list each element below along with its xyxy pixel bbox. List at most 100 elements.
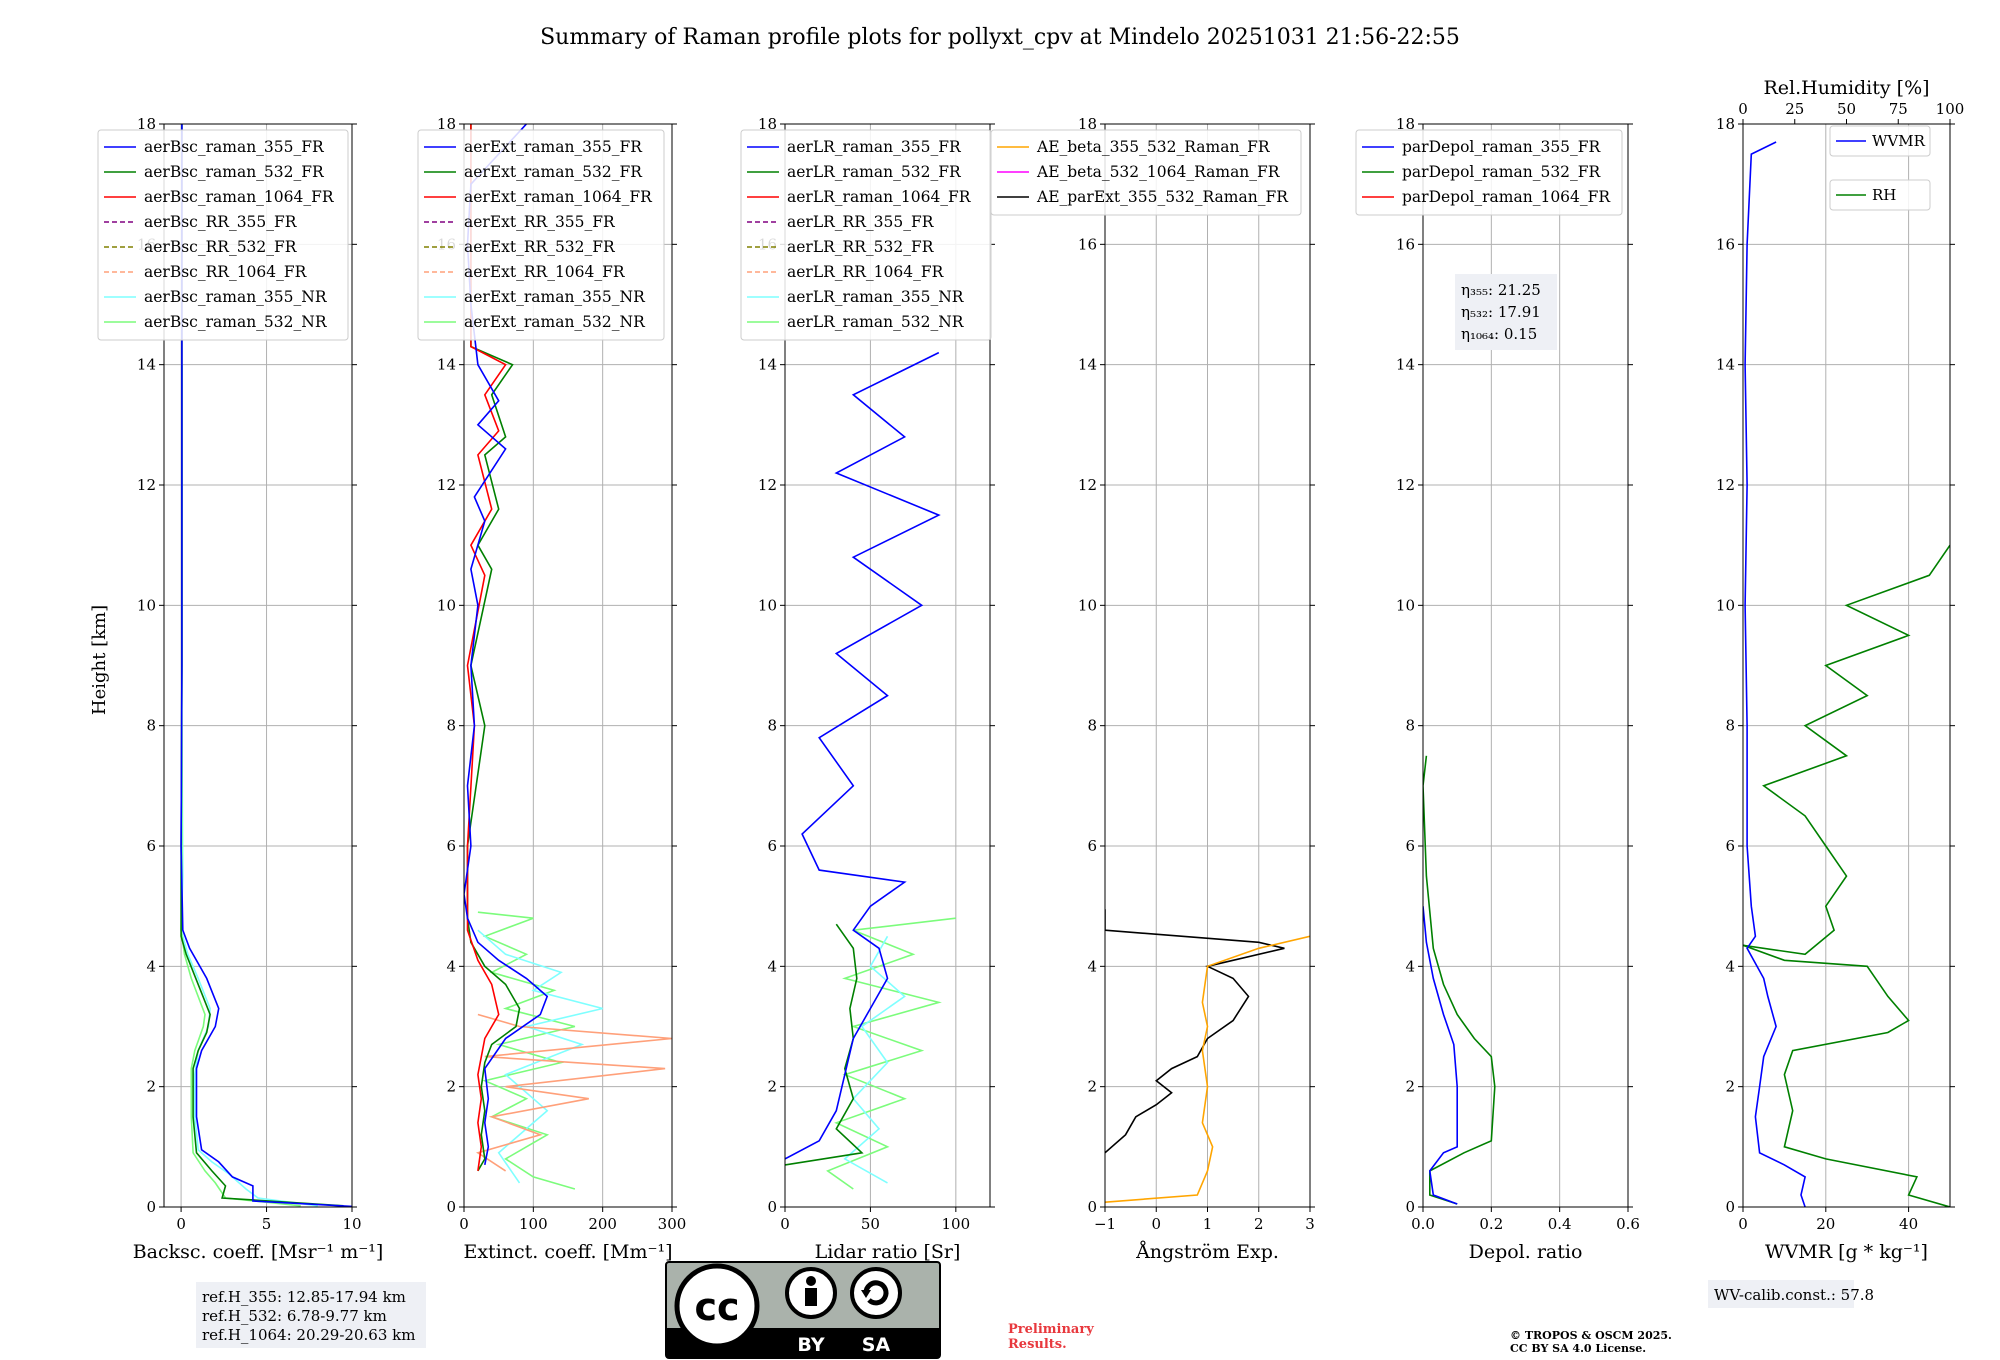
axes-frame-ext [463,123,673,1208]
xtick-label: 1 [1203,1215,1213,1233]
wv-calib-text: WV-calib.const.: 57.8 [1714,1286,1874,1304]
legend-entry: parDepol_raman_355_FR [1402,138,1602,156]
series-ae [1105,909,1310,1203]
ref-height-355: ref.H_355: 12.85-17.94 km [202,1288,406,1306]
ytick-label: 8 [446,717,456,735]
top-xtick-label: 25 [1785,100,1804,118]
xtick-label: 100 [519,1215,548,1233]
xtick-label: 3 [1305,1215,1315,1233]
legend-entry: aerBsc_raman_355_FR [144,138,325,156]
x-axis-label-dep: Depol. ratio [1469,1241,1583,1263]
figure-title: Summary of Raman profile plots for polly… [540,25,1460,50]
xtick-label: −1 [1094,1215,1116,1233]
series-dep [1423,755,1496,1205]
x-axis-label-lr: Lidar ratio [Sr] [815,1241,961,1263]
xtick-label: 50 [861,1215,880,1233]
ref-height-1064: ref.H_1064: 20.29-20.63 km [202,1326,415,1344]
ytick-label: 4 [1087,957,1097,975]
xtick-label: 0 [1151,1215,1161,1233]
cc-icon-glyph: cc [694,1285,739,1329]
ytick-label: 18 [1078,115,1097,133]
ytick-label: 14 [758,356,777,374]
ytick-label: 14 [437,356,456,374]
panel-ext: 0246810121416180100200300Extinct. coeff.… [417,115,686,1263]
xtick-label: 0 [780,1215,790,1233]
legend-ext: aerExt_raman_355_FR aerExt_raman_532_FRae… [417,129,665,341]
legend-entry: AE_beta_532_1064_Raman_FR [1036,163,1281,181]
copyright-line2: CC BY SA 4.0 License. [1510,1342,1646,1355]
ytick-label: 2 [1725,1078,1735,1096]
ytick-label: 6 [1725,837,1735,855]
series-line-aerBsc_raman_355_NR [180,364,318,1207]
ytick-label: 0 [1405,1198,1415,1216]
legend-entry: AE_beta_355_532_Raman_FR [1036,138,1271,156]
xtick-label: 0 [459,1215,469,1233]
ytick-label: 4 [1725,957,1735,975]
ytick-label: 16 [1396,235,1415,253]
panels: 0246810121416180510Backsc. coeff. [Msr⁻¹… [97,77,1964,1263]
legend-entry: aerLR_raman_1064_FR [787,188,972,206]
xtick-label: 100 [942,1215,971,1233]
series-line-aerBsc_raman_532_NR [180,364,301,1207]
legend-entry: aerExt_RR_1064_FR [464,263,626,281]
xtick-label: 0.2 [1479,1215,1503,1233]
ytick-label: 6 [767,837,777,855]
axes-frame-lr [784,123,991,1208]
ytick-label: 8 [1725,717,1735,735]
eta-line: η₁₀₆₄: 0.15 [1461,325,1537,343]
xtick-label: 0 [1738,1215,1748,1233]
ref-heights-box: ref.H_355: 12.85-17.94 km ref.H_532: 6.7… [196,1282,426,1348]
series-wv [1743,141,1950,1207]
xtick-label: 5 [262,1215,272,1233]
copyright-line1: © TROPOS & OSCM 2025. [1510,1329,1672,1342]
ytick-label: 18 [137,115,156,133]
xtick-label: 0.4 [1548,1215,1572,1233]
ytick-label: 4 [1405,957,1415,975]
ytick-label: 4 [446,957,456,975]
axes-frame-bsc [163,123,353,1208]
ytick-label: 18 [437,115,456,133]
badge-sa: SA [862,1334,891,1356]
sa-circle-icon [850,1267,902,1319]
ytick-label: 14 [1078,356,1097,374]
legend-lr: aerLR_raman_355_FR aerLR_raman_532_FR aerL… [740,129,992,341]
eta-line: η₅₃₂: 17.91 [1461,303,1541,321]
ytick-label: 14 [1396,356,1415,374]
series-line-aerLR_raman_355_FR [785,351,941,1160]
x-axis-label-ext: Extinct. coeff. [Mm⁻¹] [463,1241,672,1263]
ytick-label: 12 [758,476,777,494]
ytick-label: 8 [146,717,156,735]
ytick-label: 12 [1396,476,1415,494]
ytick-label: 10 [1716,596,1735,614]
legend-entry: aerExt_raman_532_NR [464,313,646,331]
ytick-label: 12 [1716,476,1735,494]
ytick-label: 0 [1087,1198,1097,1216]
legend-bsc: aerBsc_raman_355_FR aerBsc_raman_532_FRae… [97,129,349,341]
ytick-label: 0 [446,1198,456,1216]
legend-entry: aerLR_raman_532_NR [787,313,965,331]
ytick-label: 10 [137,596,156,614]
legend-entry: aerBsc_RR_532_FR [144,238,298,256]
series-lr [785,351,956,1190]
ytick-label: 6 [1087,837,1097,855]
legend-entry: aerBsc_RR_1064_FR [144,263,308,281]
series-line-AE_beta_355_532_Raman_FR [1105,935,1310,1203]
cc-icon [674,1263,760,1349]
series-line-aerLR_raman_355_NR [843,935,906,1184]
xtick-label: 200 [588,1215,617,1233]
preliminary-line1: Preliminary [1008,1322,1094,1337]
ytick-label: 0 [767,1198,777,1216]
ytick-label: 2 [446,1078,456,1096]
series-line-aerExt_raman_532_NR [477,911,576,1190]
ref-height-532: ref.H_532: 6.78-9.77 km [202,1307,387,1325]
series-line-aerExt_raman_355_FR [464,124,549,1166]
panel-lr: 024681012141618050100Lidar ratio [Sr]aer… [740,115,995,1263]
ytick-label: 12 [1078,476,1097,494]
eta-line: η₃₅₅: 21.25 [1461,281,1541,299]
xtick-label: 10 [342,1215,361,1233]
panel-bsc: 0246810121416180510Backsc. coeff. [Msr⁻¹… [97,115,383,1263]
ytick-label: 16 [1716,235,1735,253]
ytick-label: 2 [146,1078,156,1096]
ytick-label: 18 [758,115,777,133]
